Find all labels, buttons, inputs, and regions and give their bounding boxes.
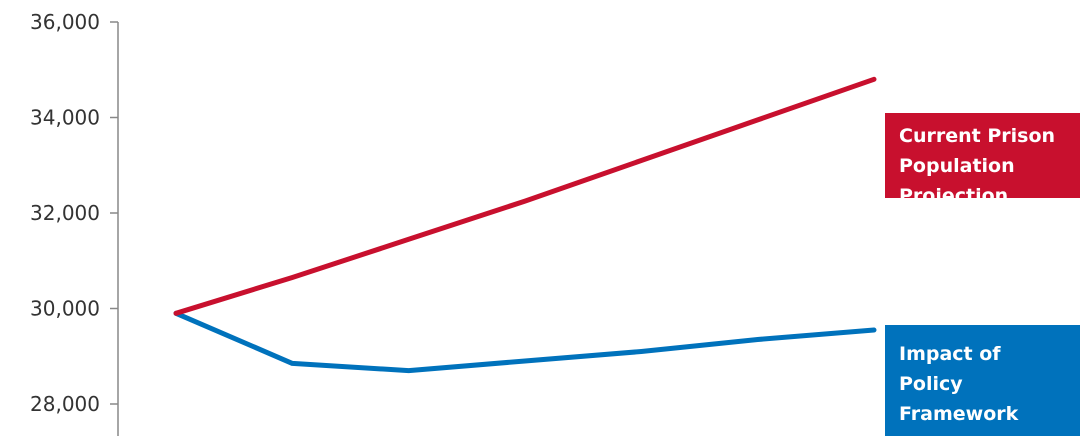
y-axis: 36,000 34,000 32,000 30,000 28,000 [30, 10, 119, 436]
y-tick-label: 28,000 [30, 392, 100, 416]
legend-current-line-1: Current Prison [899, 125, 1056, 147]
y-tick-label: 36,000 [30, 10, 100, 34]
legend-policy-line-2: Policy [899, 373, 963, 395]
legend-policy-line-3: Framework [899, 403, 1019, 425]
series-layer [173, 76, 877, 374]
legend-policy-framework: Impact of Policy Framework [885, 325, 1080, 436]
y-tick-label: 32,000 [30, 201, 100, 225]
y-tick-label: 34,000 [30, 106, 100, 130]
series-line-current-projection [173, 76, 877, 316]
legend-policy-line-1: Impact of [899, 343, 1001, 365]
y-tick-label: 30,000 [30, 297, 100, 321]
legend-current-projection: Current Prison Population Projection [885, 113, 1080, 207]
legend-current-line-3: Projection [899, 185, 1009, 207]
series-line-policy-framework [173, 310, 877, 374]
legend-current-line-2: Population [899, 155, 1015, 177]
